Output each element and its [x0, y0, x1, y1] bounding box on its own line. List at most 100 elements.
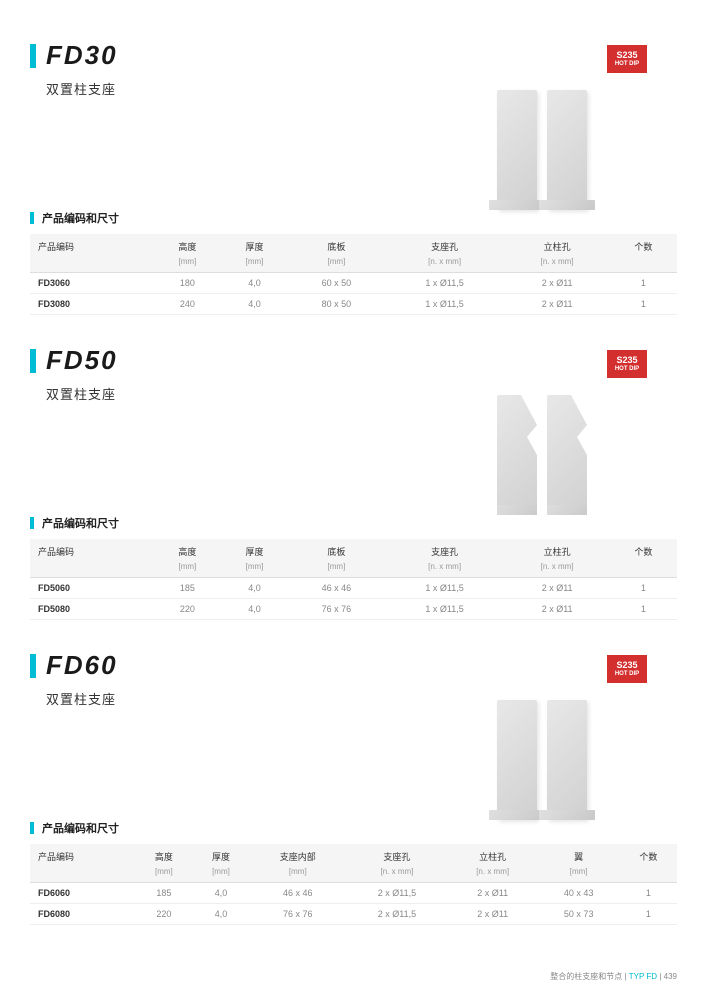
- bracket-icon: [547, 90, 587, 210]
- table-cell: 50 x 73: [538, 904, 620, 925]
- table-cell: 1: [610, 273, 677, 294]
- table-title-row: 产品编码和尺寸: [30, 210, 677, 226]
- footer-page: 439: [664, 972, 677, 981]
- small-accent-bar: [30, 517, 34, 529]
- table-cell: 46 x 46: [288, 578, 385, 599]
- col-header: 个数: [610, 234, 677, 255]
- col-unit: [mm]: [221, 560, 288, 578]
- col-unit: [mm]: [154, 560, 221, 578]
- col-unit: [mm]: [154, 255, 221, 273]
- table-cell: 180: [154, 273, 221, 294]
- table-cell: 46 x 46: [250, 883, 347, 904]
- table-title: 产品编码和尺寸: [42, 820, 119, 836]
- product-title: FD50: [46, 345, 118, 376]
- table-cell: 2 x Ø11,5: [346, 904, 448, 925]
- col-unit: [mm]: [135, 865, 192, 883]
- col-header: 产品编码: [30, 234, 154, 255]
- table-cell: 2 x Ø11: [504, 599, 609, 620]
- col-header: 翼: [538, 844, 620, 865]
- table-cell: 4,0: [221, 294, 288, 315]
- col-unit: [n. x mm]: [385, 560, 505, 578]
- table-cell: FD5080: [30, 599, 154, 620]
- col-unit: [620, 865, 677, 883]
- col-header: 个数: [620, 844, 677, 865]
- col-header: 厚度: [221, 234, 288, 255]
- accent-bar: [30, 44, 36, 68]
- badge-bottom: HOT DIP: [615, 366, 639, 373]
- col-header: 立柱孔: [504, 539, 609, 560]
- table-cell: 1: [610, 294, 677, 315]
- table-cell: 4,0: [221, 273, 288, 294]
- table-cell: FD6060: [30, 883, 135, 904]
- col-header: 高度: [135, 844, 192, 865]
- table-cell: FD5060: [30, 578, 154, 599]
- small-accent-bar: [30, 212, 34, 224]
- table-cell: 185: [154, 578, 221, 599]
- product-section-fd60: FD60 双置柱支座 S235HOT DIP产品编码和尺寸产品编码高度厚度支座内…: [30, 650, 677, 925]
- footer-left: 整合的柱支座和节点: [550, 972, 622, 981]
- col-header: 产品编码: [30, 539, 154, 560]
- table-row: FD30601804,060 x 501 x Ø11,52 x Ø111: [30, 273, 677, 294]
- table-cell: FD3080: [30, 294, 154, 315]
- section-header: FD50 双置柱支座 S235HOT DIP: [30, 345, 677, 505]
- page-footer: 整合的柱支座和节点 | TYP FD | 439: [550, 971, 677, 982]
- col-header: 立柱孔: [504, 234, 609, 255]
- table-cell: 2 x Ø11: [448, 883, 538, 904]
- col-header: 厚度: [192, 844, 249, 865]
- material-badge: S235HOT DIP: [607, 655, 647, 683]
- badge-bottom: HOT DIP: [615, 671, 639, 678]
- col-header: 厚度: [221, 539, 288, 560]
- table-cell: 4,0: [192, 904, 249, 925]
- badge-top: S235: [616, 355, 637, 366]
- col-unit: [mm]: [288, 560, 385, 578]
- bracket-icon: [497, 700, 537, 820]
- table-cell: FD6080: [30, 904, 135, 925]
- col-unit: [n. x mm]: [504, 560, 609, 578]
- spec-table: 产品编码高度厚度底板支座孔立柱孔个数[mm][mm][mm][n. x mm][…: [30, 234, 677, 315]
- small-accent-bar: [30, 822, 34, 834]
- table-cell: 2 x Ø11: [504, 294, 609, 315]
- footer-mid: TYP FD: [629, 972, 657, 981]
- col-unit: [n. x mm]: [385, 255, 505, 273]
- table-cell: 1: [620, 904, 677, 925]
- col-unit: [n. x mm]: [346, 865, 448, 883]
- table-cell: 2 x Ø11: [504, 578, 609, 599]
- product-image: [467, 680, 617, 820]
- table-title-row: 产品编码和尺寸: [30, 515, 677, 531]
- product-image: [467, 375, 617, 515]
- table-cell: 1 x Ø11,5: [385, 294, 505, 315]
- table-cell: 240: [154, 294, 221, 315]
- spec-table: 产品编码高度厚度支座内部支座孔立柱孔翼个数[mm][mm][mm][n. x m…: [30, 844, 677, 925]
- table-cell: 2 x Ø11: [448, 904, 538, 925]
- table-cell: 4,0: [192, 883, 249, 904]
- col-unit: [610, 255, 677, 273]
- col-unit: [mm]: [192, 865, 249, 883]
- product-section-fd30: FD30 双置柱支座 S235HOT DIP产品编码和尺寸产品编码高度厚度底板支…: [30, 40, 677, 315]
- title-line: FD50: [30, 345, 677, 376]
- table-row: FD50601854,046 x 461 x Ø11,52 x Ø111: [30, 578, 677, 599]
- col-unit: [n. x mm]: [448, 865, 538, 883]
- product-section-fd50: FD50 双置柱支座 S235HOT DIP产品编码和尺寸产品编码高度厚度底板支…: [30, 345, 677, 620]
- section-header: FD30 双置柱支座 S235HOT DIP: [30, 40, 677, 200]
- product-image: [467, 70, 617, 210]
- col-header: 立柱孔: [448, 844, 538, 865]
- table-cell: 1: [610, 599, 677, 620]
- table-cell: 185: [135, 883, 192, 904]
- col-unit: [30, 865, 135, 883]
- product-title: FD60: [46, 650, 118, 681]
- table-row: FD50802204,076 x 761 x Ø11,52 x Ø111: [30, 599, 677, 620]
- col-header: 支座孔: [346, 844, 448, 865]
- accent-bar: [30, 349, 36, 373]
- table-cell: 60 x 50: [288, 273, 385, 294]
- col-unit: [n. x mm]: [504, 255, 609, 273]
- table-cell: 1: [610, 578, 677, 599]
- accent-bar: [30, 654, 36, 678]
- table-cell: 40 x 43: [538, 883, 620, 904]
- bracket-icon: [547, 700, 587, 820]
- col-unit: [mm]: [221, 255, 288, 273]
- table-cell: FD3060: [30, 273, 154, 294]
- col-unit: [mm]: [288, 255, 385, 273]
- col-header: 高度: [154, 539, 221, 560]
- col-header: 支座孔: [385, 539, 505, 560]
- table-title: 产品编码和尺寸: [42, 210, 119, 226]
